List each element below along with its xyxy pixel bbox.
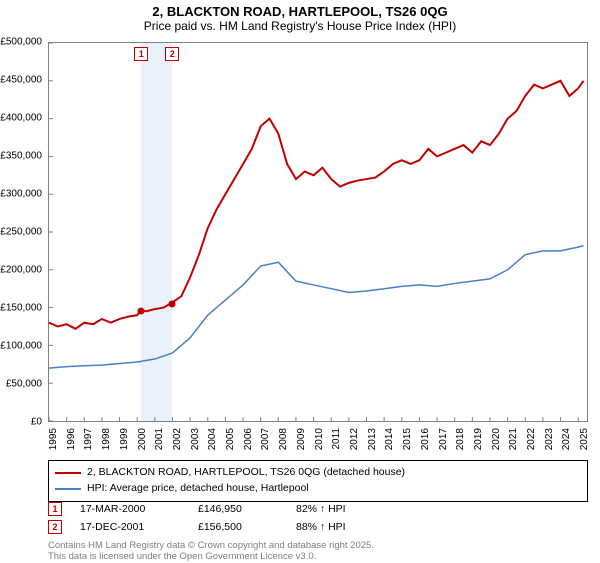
y-tick-label: £100,000 [0, 341, 42, 352]
x-tick-label: 2011 [331, 428, 342, 450]
sale-record-row: 2 17-DEC-2001 £156,500 88% ↑ HPI [48, 518, 588, 536]
x-tick-label: 1995 [48, 428, 59, 450]
x-tick-label: 2010 [314, 428, 325, 450]
sale-record-badge: 2 [48, 520, 62, 534]
legend-box: 2, BLACKTON ROAD, HARTLEPOOL, TS26 0QG (… [48, 460, 588, 502]
x-tick-label: 2007 [260, 428, 271, 450]
x-tick-label: 2006 [243, 428, 254, 450]
sale-marker-dot [138, 308, 145, 315]
y-tick-label: £200,000 [0, 265, 42, 276]
chart-title-block: 2, BLACKTON ROAD, HARTLEPOOL, TS26 0QG P… [0, 0, 600, 35]
sale-record-date: 17-MAR-2000 [80, 503, 180, 515]
footer-attribution: Contains HM Land Registry data © Crown c… [48, 540, 374, 563]
sale-marker-dot [169, 301, 176, 308]
x-tick-label: 2014 [384, 428, 395, 450]
x-tick-label: 2016 [420, 428, 431, 450]
series-hpi [49, 246, 584, 368]
x-tick-label: 2019 [473, 428, 484, 450]
chart-plot-area: 12 [48, 42, 588, 422]
x-axis-labels: 1995 1996 1997 1998 1999 2000 2001 2002 2003 2004… [48, 424, 588, 454]
footer-line1: Contains HM Land Registry data © Crown c… [48, 540, 374, 551]
x-tick-label: 2008 [278, 428, 289, 450]
x-tick-label: 2012 [349, 428, 360, 450]
chart-title-line1: 2, BLACKTON ROAD, HARTLEPOOL, TS26 0QG [0, 4, 600, 19]
y-tick-label: £50,000 [6, 379, 42, 390]
x-tick-label: 2001 [154, 428, 165, 450]
chart-svg [49, 43, 587, 421]
x-tick-label: 2002 [172, 428, 183, 450]
x-tick-label: 1998 [101, 428, 112, 450]
sale-record-date: 17-DEC-2001 [80, 521, 180, 533]
legend-label: HPI: Average price, detached house, Hart… [87, 481, 309, 497]
sale-record-row: 1 17-MAR-2000 £146,950 82% ↑ HPI [48, 500, 588, 518]
footer-line2: This data is licensed under the Open Gov… [48, 551, 374, 562]
sale-record-badge: 1 [48, 502, 62, 516]
x-tick-label: 2005 [225, 428, 236, 450]
y-tick-label: £250,000 [0, 227, 42, 238]
x-tick-label: 2015 [402, 428, 413, 450]
sale-marker-badge: 1 [134, 47, 148, 61]
x-tick-label: 2025 [579, 428, 590, 450]
x-tick-label: 2020 [491, 428, 502, 450]
sale-record-price: £156,500 [198, 521, 278, 533]
x-tick-label: 2003 [190, 428, 201, 450]
x-tick-label: 1997 [83, 428, 94, 450]
x-tick-label: 2004 [207, 428, 218, 450]
x-tick-label: 2022 [526, 428, 537, 450]
legend-swatch [55, 472, 81, 474]
y-tick-label: £0 [31, 417, 42, 428]
chart-title-line2: Price paid vs. HM Land Registry's House … [0, 19, 600, 33]
y-tick-label: £350,000 [0, 151, 42, 162]
x-tick-label: 2013 [367, 428, 378, 450]
y-tick-label: £150,000 [0, 303, 42, 314]
x-tick-label: 2018 [455, 428, 466, 450]
legend-item: HPI: Average price, detached house, Hart… [55, 481, 581, 497]
sale-record-hpi: 82% ↑ HPI [296, 503, 396, 515]
x-tick-label: 2017 [438, 428, 449, 450]
sale-record-price: £146,950 [198, 503, 278, 515]
x-tick-label: 2023 [544, 428, 555, 450]
y-axis-labels: £0£50,000£100,000£150,000£200,000£250,00… [0, 42, 46, 422]
y-tick-label: £400,000 [0, 113, 42, 124]
y-tick-label: £500,000 [0, 37, 42, 48]
marker-table: 1 17-MAR-2000 £146,950 82% ↑ HPI 2 17-DEC-200… [48, 500, 588, 536]
y-tick-label: £300,000 [0, 189, 42, 200]
sale-marker-badge: 2 [165, 47, 179, 61]
x-tick-label: 2021 [508, 428, 519, 450]
sale-record-hpi: 88% ↑ HPI [296, 521, 396, 533]
series-price_paid [49, 81, 584, 329]
legend-label: 2, BLACKTON ROAD, HARTLEPOOL, TS26 0QG (… [87, 465, 405, 481]
x-tick-label: 1999 [119, 428, 130, 450]
legend-item: 2, BLACKTON ROAD, HARTLEPOOL, TS26 0QG (… [55, 465, 581, 481]
x-tick-label: 2024 [561, 428, 572, 450]
y-tick-label: £450,000 [0, 75, 42, 86]
legend-swatch [55, 488, 81, 490]
x-tick-label: 1996 [66, 428, 77, 450]
x-tick-label: 2009 [296, 428, 307, 450]
x-tick-label: 2000 [137, 428, 148, 450]
